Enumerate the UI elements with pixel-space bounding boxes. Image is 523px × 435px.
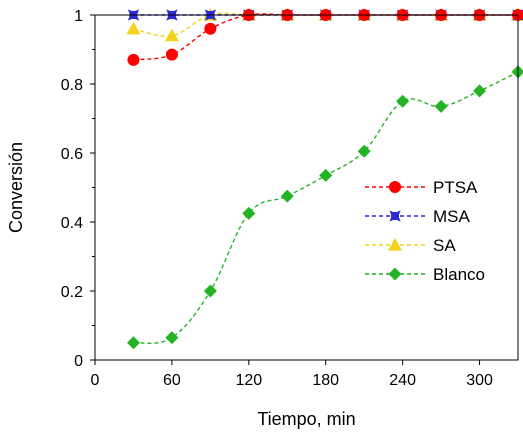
data-point-blanco — [434, 99, 448, 113]
legend-label-blanco: Blanco — [433, 265, 485, 284]
legend-label-ptsa: PTSA — [433, 178, 478, 197]
legend-item-blanco: Blanco — [365, 265, 485, 284]
legend-item-sa: SA — [365, 236, 456, 255]
data-point-sa — [126, 21, 141, 35]
legend: PTSA MSA SA Blanco — [365, 178, 485, 284]
data-point-ptsa — [127, 53, 140, 66]
data-point-blanco — [357, 144, 371, 158]
series-blanco — [126, 65, 523, 350]
y-tick-label: 0.6 — [61, 146, 83, 163]
legend-item-ptsa: PTSA — [365, 178, 478, 197]
y-tick-label: 0.4 — [61, 215, 83, 232]
y-tick-label: 0 — [74, 353, 83, 370]
data-point-blanco — [319, 168, 333, 182]
x-tick-label: 60 — [163, 372, 181, 389]
data-point-blanco — [242, 206, 256, 220]
data-point-blanco — [203, 284, 217, 298]
x-tick-label: 120 — [235, 372, 262, 389]
x-tick-label: 180 — [312, 372, 339, 389]
x-tick-label: 0 — [91, 372, 100, 389]
x-tick-label: 240 — [389, 372, 416, 389]
legend-marker-sa — [388, 238, 402, 251]
data-point-ptsa — [165, 48, 178, 61]
legend-label-sa: SA — [433, 236, 456, 255]
data-point-ptsa — [204, 22, 217, 35]
y-tick-label: 1 — [74, 8, 83, 25]
y-tick-label: 0.8 — [61, 77, 83, 94]
legend-item-msa: MSA — [365, 207, 471, 226]
data-point-blanco — [126, 336, 140, 350]
data-point-blanco — [280, 189, 294, 203]
y-axis-title: Conversión — [6, 142, 26, 233]
data-point-sa — [164, 28, 179, 42]
axis-ticks: 0 60 120 180 240 300 0 0.2 0.4 0.6 0.8 1 — [61, 8, 493, 389]
legend-marker-msa — [389, 210, 401, 222]
legend-label-msa: MSA — [433, 207, 471, 226]
data-point-blanco — [473, 84, 487, 98]
series-ptsa — [127, 9, 523, 66]
x-tick-label: 300 — [466, 372, 493, 389]
legend-marker-blanco — [388, 267, 402, 281]
data-point-blanco — [165, 331, 179, 345]
y-tick-label: 0.2 — [61, 284, 83, 301]
x-axis-title: Tiempo, min — [257, 409, 355, 429]
data-point-blanco — [396, 94, 410, 108]
data-point-blanco — [511, 65, 523, 79]
legend-marker-ptsa — [389, 181, 401, 193]
